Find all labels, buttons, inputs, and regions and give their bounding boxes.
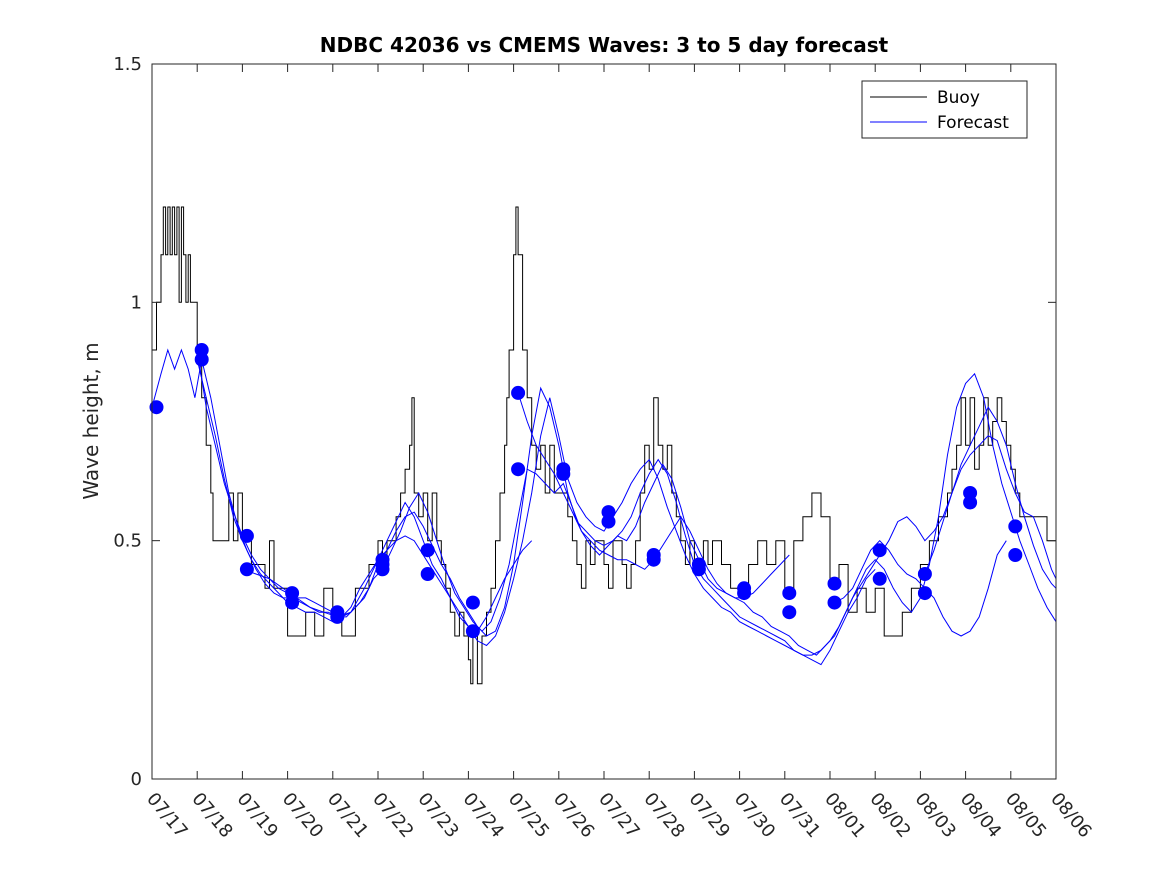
forecast-marker (375, 562, 390, 577)
forecast-marker (556, 466, 571, 481)
forecast-series-line-6 (924, 406, 1057, 589)
forecast-marker (194, 352, 209, 367)
forecast-marker (239, 562, 254, 577)
legend: Buoy Forecast (861, 80, 1028, 139)
forecast-marker (465, 624, 480, 639)
forecast-marker (917, 586, 932, 601)
y-tick-label: 1.5 (113, 54, 142, 75)
y-axis-label: Wave height, m (79, 342, 103, 499)
forecast-marker (149, 400, 164, 415)
forecast-marker (330, 609, 345, 624)
forecast-marker (782, 605, 797, 620)
forecast-marker (511, 462, 526, 477)
forecast-marker (420, 567, 435, 581)
forecast-marker (1008, 519, 1023, 534)
forecast-marker (737, 586, 752, 601)
forecast-marker (827, 595, 842, 610)
marker-layer (149, 343, 1023, 639)
y-tick-label: 1 (131, 292, 142, 313)
forecast-marker (465, 595, 480, 610)
forecast-marker (917, 567, 932, 581)
y-tick-label: 0 (131, 769, 142, 790)
legend-buoy-label: Buoy (937, 88, 980, 108)
forecast-marker (963, 495, 978, 510)
buoy-series-line (152, 206, 1057, 685)
forecast-marker (420, 543, 435, 558)
forecast-marker (285, 595, 300, 610)
forecast-marker (872, 571, 887, 586)
legend-forecast-label: Forecast (937, 113, 1009, 133)
forecast-marker (511, 385, 526, 400)
forecast-marker (827, 576, 842, 591)
chart-title: NDBC 42036 vs CMEMS Waves: 3 to 5 day fo… (320, 33, 889, 57)
forecast-marker (646, 552, 661, 567)
forecast-marker (691, 562, 706, 577)
forecast-marker (1008, 548, 1023, 562)
forecast-marker (601, 514, 616, 529)
forecast-marker (872, 543, 887, 558)
forecast-series-line-4 (242, 501, 533, 632)
y-tick-label: 0.5 (113, 531, 142, 552)
forecast-series-line-2 (196, 349, 876, 666)
plot-background (152, 64, 1056, 779)
forecast-series-line-7 (834, 539, 1007, 637)
forecast-marker (239, 528, 254, 543)
legend-box (861, 80, 1028, 139)
forecast-marker (782, 586, 797, 601)
